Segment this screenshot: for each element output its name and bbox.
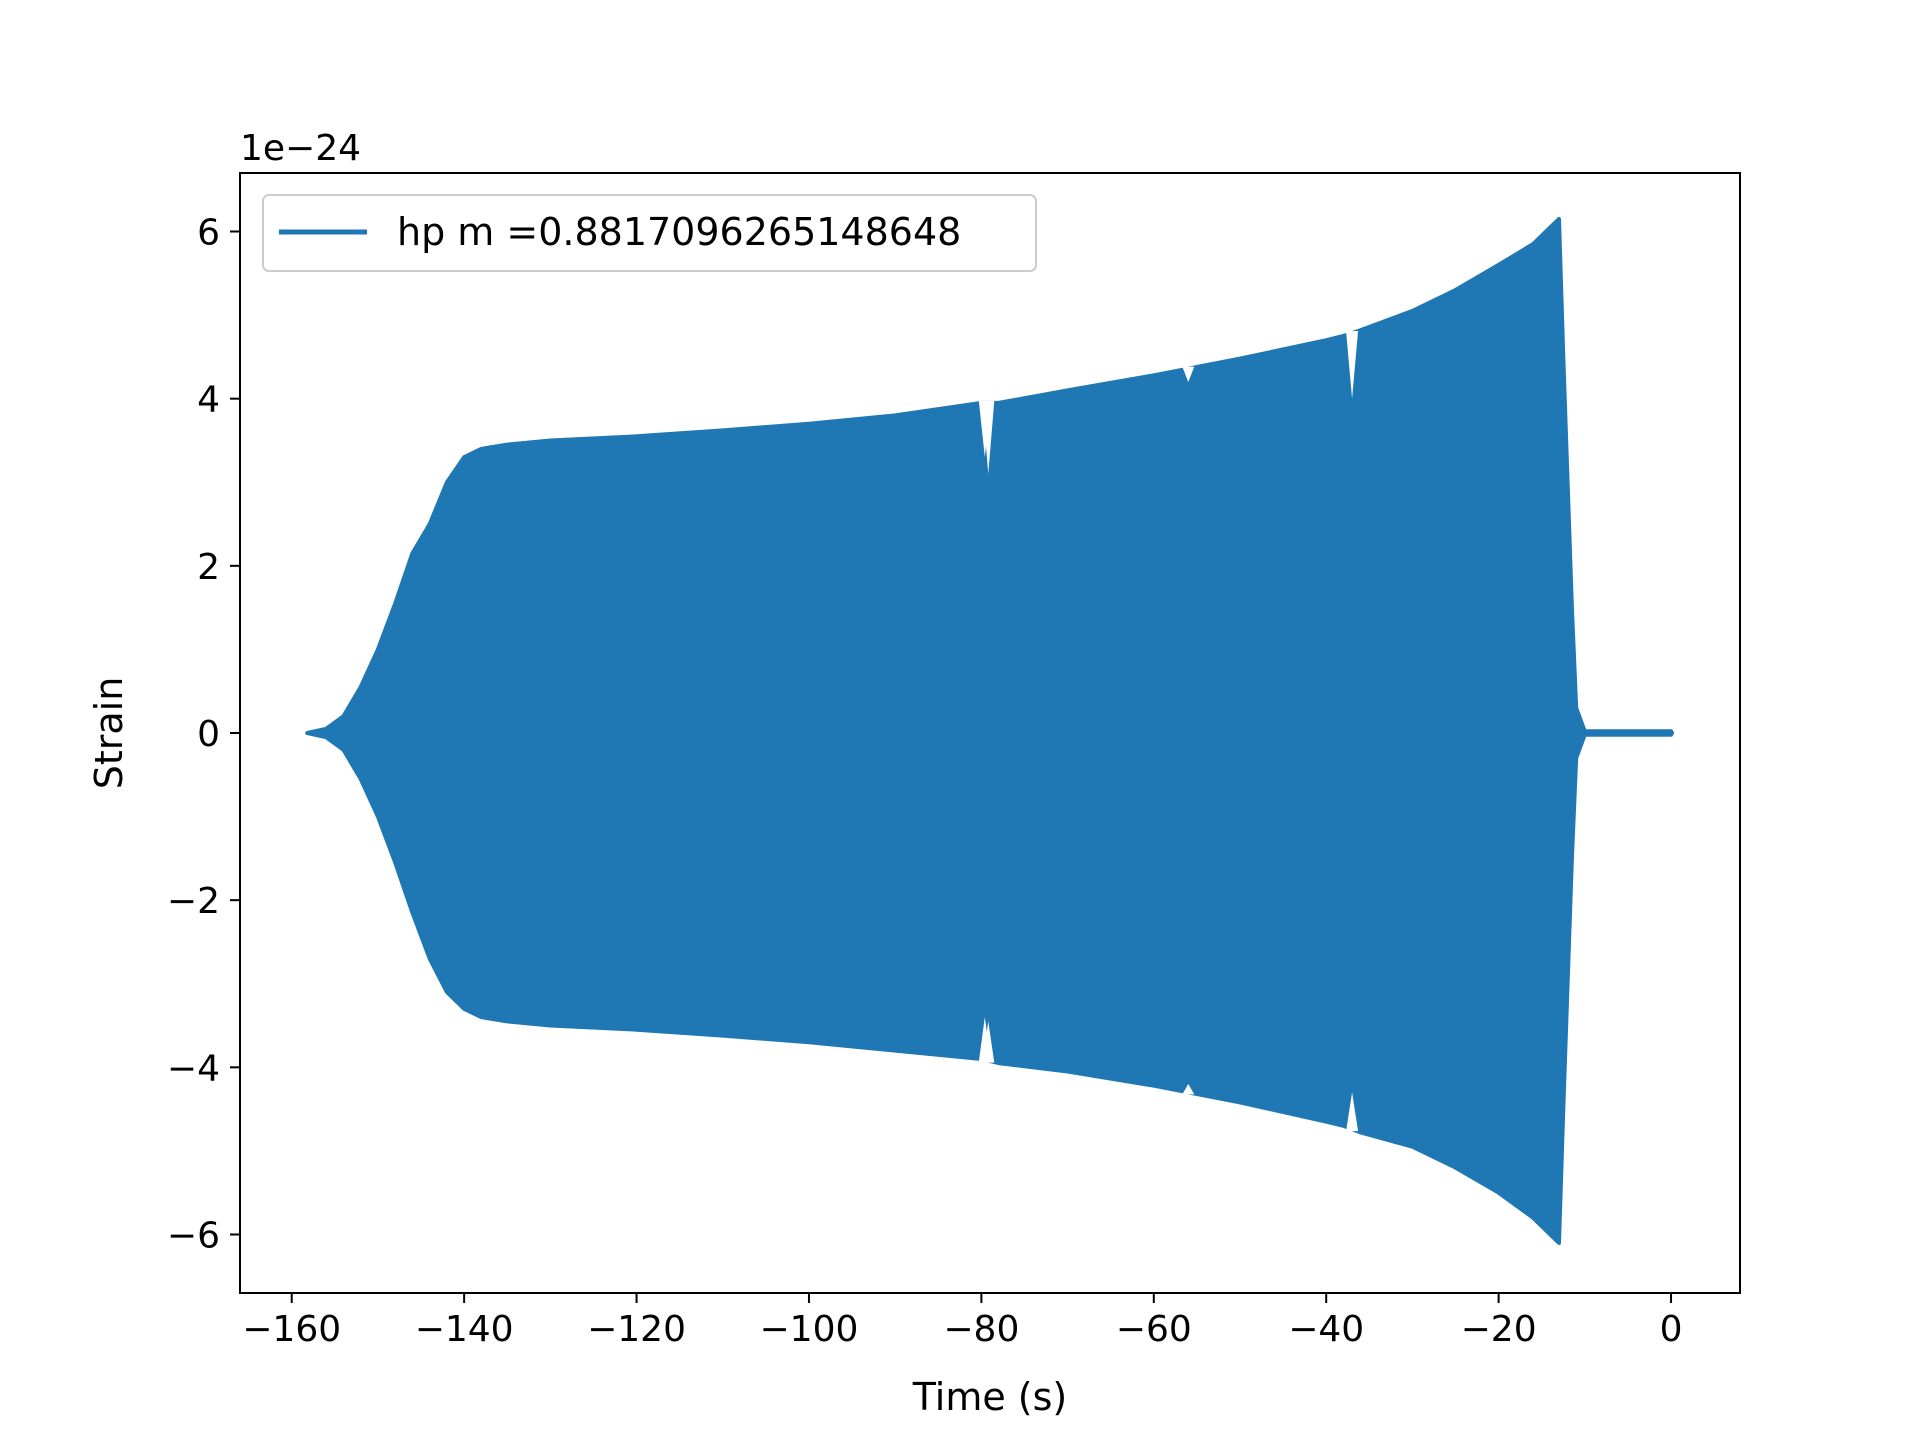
- x-tick-label: −60: [1116, 1309, 1192, 1350]
- series-hp-dip-bottom: [1346, 1092, 1359, 1132]
- y-axis: −6 −4 −2 0 2 4 6: [167, 213, 240, 1256]
- series-hp-dip-top: [978, 400, 991, 458]
- series-layer: [305, 217, 1675, 1245]
- x-tick-label: 0: [1660, 1309, 1683, 1350]
- y-tick-label: −2: [167, 881, 220, 922]
- y-offset-label: 1e−24: [240, 128, 361, 169]
- x-tick-label: −20: [1461, 1309, 1537, 1350]
- y-tick-label: 2: [197, 547, 220, 588]
- x-axis: −160 −140 −120 −100 −80 −60 −40 −20 0: [242, 1293, 1682, 1350]
- x-tick-label: −140: [415, 1309, 514, 1350]
- x-tick-label: −40: [1288, 1309, 1364, 1350]
- y-tick-label: 0: [197, 714, 220, 755]
- y-tick-label: 6: [197, 213, 220, 254]
- legend-label-hp: hp m =0.8817096265148648: [397, 210, 961, 254]
- y-axis-label: Strain: [87, 677, 131, 790]
- x-tick-label: −100: [760, 1309, 859, 1350]
- series-hp-dip-bottom: [1182, 1084, 1195, 1095]
- y-tick-label: −4: [167, 1048, 220, 1089]
- x-tick-label: −160: [242, 1309, 341, 1350]
- legend: hp m =0.8817096265148648: [262, 194, 1037, 272]
- legend-box: [262, 194, 1037, 272]
- series-hp-dip-top: [1182, 366, 1195, 382]
- plot-area: [239, 172, 1741, 1294]
- y-tick-label: −6: [167, 1215, 220, 1256]
- series-hp-dip-bottom: [978, 1017, 991, 1062]
- x-axis-label: Time (s): [912, 1375, 1068, 1419]
- x-tick-label: −80: [943, 1309, 1019, 1350]
- x-tick-label: −120: [587, 1309, 686, 1350]
- y-tick-label: 4: [197, 380, 220, 421]
- series-hp-dip-top: [1346, 331, 1359, 399]
